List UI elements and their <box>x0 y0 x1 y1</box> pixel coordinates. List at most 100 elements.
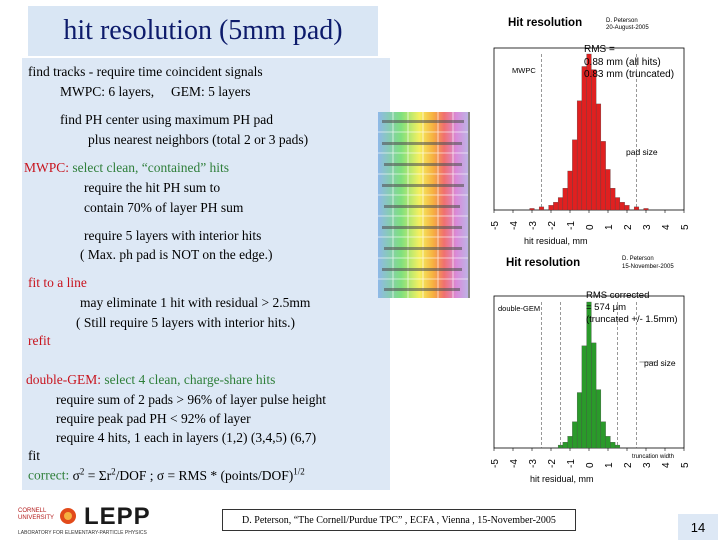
hist-author: D. Peterson <box>606 18 638 24</box>
page-number: 14 <box>678 514 718 540</box>
hist-label: double-GEM <box>498 304 541 313</box>
mwpc-line: MWPC: select clean, “contained” hits <box>24 160 229 176</box>
x-tick-label: 0 <box>585 462 596 468</box>
x-tick-label: -1 <box>566 221 577 230</box>
x-tick-label: -5 <box>490 221 501 230</box>
hist-rms-all: 0.88 mm (all hits) <box>584 57 661 68</box>
text-line: require 4 hits, 1 each in layers (1,2) (… <box>56 430 317 445</box>
mwpc-rest: select clean, “contained” hits <box>69 160 230 175</box>
histogram-bar <box>614 197 621 211</box>
text-line: find tracks - require time coincident si… <box>28 64 263 79</box>
pad-event-display <box>378 112 470 298</box>
x-tick-label: 0 <box>585 224 596 230</box>
histogram-bar <box>562 188 568 211</box>
hist-rms-label: RMS corrected <box>586 290 650 301</box>
histogram-bar <box>553 202 559 211</box>
text-line: require 5 layers with interior hits <box>84 228 262 243</box>
histogram-bar <box>619 202 625 211</box>
lepp-logo-text: LEPP <box>84 503 151 530</box>
text-line: require the hit PH sum to <box>84 180 221 195</box>
hist-title: Hit resolution <box>508 17 583 29</box>
hist-rms-label: RMS = <box>584 44 615 55</box>
x-tick-label: -4 <box>509 459 520 468</box>
histogram-bar <box>581 345 587 449</box>
text-line: require peak pad PH < 92% of layer <box>56 411 251 426</box>
x-tick-label: -4 <box>509 221 520 230</box>
x-tick-label: -2 <box>547 221 558 230</box>
text-line: ( Max. ph pad is NOT on the edge.) <box>80 247 273 262</box>
histogram-bar <box>600 421 606 449</box>
histogram-bar <box>624 205 630 211</box>
x-tick-label: 2 <box>623 224 634 230</box>
histogram-bar <box>572 139 578 211</box>
hist-label: MWPC <box>512 66 536 75</box>
refit-label: refit <box>28 333 51 348</box>
histogram-bar <box>581 66 587 211</box>
pad-size-label: pad size <box>644 358 676 368</box>
x-tick-label: 4 <box>661 462 672 468</box>
lepp-logo-subtitle: LABORATORY FOR ELEMENTARY-PARTICLE PHYSI… <box>18 530 147 536</box>
x-tick-label: 4 <box>661 224 672 230</box>
mwpc-histogram-svg: -5 -4 -3 -2 -1 0 1 2 3 4 5 <box>490 47 691 230</box>
text-line: may eliminate 1 hit with residual > 2.5m… <box>80 295 311 310</box>
hist-rms-value: = 574 μm <box>586 302 627 313</box>
x-tick-label: -3 <box>528 459 539 468</box>
gem-label: double-GEM: <box>26 372 101 387</box>
fit-line-label: fit to a line <box>28 275 87 290</box>
x-tick-label: 5 <box>680 224 691 230</box>
lepp-logo: CORNELL UNIVERSITY LEPP LABORATORY FOR E… <box>14 502 154 538</box>
footer-citation: D. Peterson, “The Cornell/Purdue TPC” , … <box>222 509 576 531</box>
hist-author: D. Peterson <box>622 256 654 262</box>
histogram-bar <box>600 141 606 211</box>
hist-date: 15-November-2005 <box>622 264 674 270</box>
x-tick-label: 5 <box>680 462 691 468</box>
x-tick-label: -2 <box>547 459 558 468</box>
hist-rms-trunc: (truncated +/- 1.5mm) <box>586 314 678 325</box>
histogram-bar <box>595 389 602 449</box>
histogram-bar <box>572 421 578 449</box>
histogram-bar <box>605 169 611 211</box>
x-tick-label: -5 <box>490 459 501 468</box>
x-tick-label: 3 <box>642 224 653 230</box>
correct-line: correct: σ2 = Σr2/DOF ; σ = RMS * (point… <box>28 466 305 484</box>
text-line: find PH center using maximum PH pad <box>60 112 273 127</box>
hist-date: 20-August-2005 <box>606 25 649 31</box>
correct-label: correct: <box>28 467 70 483</box>
histogram-bar <box>643 208 649 211</box>
x-tick-label: 1 <box>604 462 615 468</box>
text-panel: find tracks - require time coincident si… <box>22 58 390 490</box>
x-tick-label: -3 <box>528 221 539 230</box>
histogram-bar <box>548 205 554 211</box>
text-line: contain 70% of layer PH sum <box>84 200 244 215</box>
hist-xlabel: hit residual, mm <box>524 236 588 246</box>
x-tick-label: 2 <box>623 462 634 468</box>
gem-line: double-GEM: select 4 clean, charge-share… <box>26 372 275 388</box>
histogram-bar <box>610 442 616 449</box>
histogram-bar <box>576 392 583 449</box>
gem-histogram-svg: -5 -4 -3 -2 -1 0 1 2 3 4 5 <box>490 295 691 468</box>
correct-formula: σ2 = Σr2/DOF ; σ = RMS * (points/DOF)1/2 <box>72 466 305 483</box>
text-line: require sum of 2 pads > 96% of layer pul… <box>56 392 327 407</box>
truncation-width-label: truncation width <box>632 454 675 460</box>
mwpc-label: MWPC: <box>24 160 70 175</box>
histogram-bar <box>591 342 597 449</box>
histogram-bar <box>562 442 568 449</box>
text-line: plus nearest neighbors (total 2 or 3 pad… <box>88 132 309 147</box>
pad-grid-graphic <box>378 112 468 298</box>
text-line: MWPC: 6 layers, GEM: 5 layers <box>60 84 251 99</box>
histogram-bar <box>605 436 611 449</box>
histogram-bar <box>576 100 583 211</box>
histogram-bar <box>557 197 564 211</box>
histogram-bar <box>567 436 573 449</box>
cornell-logo-text: CORNELL UNIVERSITY <box>18 508 55 521</box>
hist-rms-trunc: 0.83 mm (truncated) <box>584 69 675 80</box>
gem-histogram: -5 -4 -3 -2 -1 0 1 2 3 4 5 Hit resolution D. Peter… <box>484 252 692 486</box>
x-tick-label: 1 <box>604 224 615 230</box>
histogram-bar <box>595 103 602 211</box>
text-line: ( Still require 5 layers with interior h… <box>76 315 295 330</box>
mwpc-histogram: -5 -4 -3 -2 -1 0 1 2 3 4 5 Hit resolution D. Peter… <box>484 14 692 248</box>
gem-rest: select 4 clean, charge-share hits <box>101 372 276 387</box>
fit-label: fit <box>28 448 40 463</box>
hist-title: Hit resolution <box>506 257 581 269</box>
slide-title: hit resolution (5mm pad) <box>28 6 378 56</box>
